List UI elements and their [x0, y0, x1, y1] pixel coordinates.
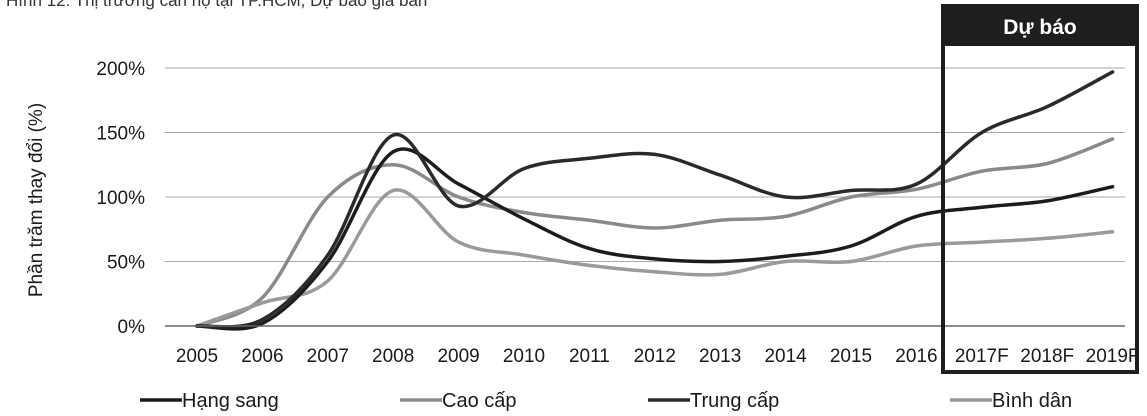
y-tick-label: 100%: [96, 188, 145, 209]
legend-label-binh-dan: Bình dân: [992, 390, 1072, 412]
x-tick-label: 2009: [437, 346, 479, 367]
series-line-binh-dan: [195, 188, 1115, 328]
legend-label-hang-sang: Hạng sang: [182, 390, 279, 412]
series-lines: [195, 70, 1115, 331]
x-tick-label: 2011: [569, 346, 610, 367]
legend: Hạng sang Cao cấp Trung cấp Bình dân: [140, 390, 1072, 412]
y-tick-label: 150%: [96, 124, 145, 145]
legend-label-trung-cap: Trung cấp: [690, 390, 779, 412]
x-tick-label: 2018F: [1020, 346, 1074, 367]
y-tick-label: 0%: [118, 317, 146, 338]
x-axis-ticks: 2005 2006 2007 2008 2009 2010 2011 2012 2013 2014…: [176, 346, 1140, 367]
y-axis-label: Phần trăm thay đổi (%): [26, 103, 47, 297]
x-tick-label: 2015: [830, 346, 872, 367]
series-line-cao-cap: [195, 137, 1115, 328]
y-tick-label: 50%: [107, 253, 145, 274]
x-tick-label: 2010: [503, 346, 545, 367]
forecast-frame: [941, 4, 1139, 374]
x-tick-label: 2007: [307, 346, 349, 367]
chart-title: Hình 12: Thị trường căn hộ tại TP.HCM, D…: [6, 0, 428, 10]
x-tick-label: 2016: [895, 346, 937, 367]
grid-lines: [165, 67, 1125, 262]
y-tick-label: 200%: [96, 59, 145, 80]
y-axis-ticks: 0% 50% 100% 150% 200%: [96, 59, 145, 338]
series-line-trung-cap: [195, 70, 1115, 329]
series-line-hang-sang: [195, 147, 1115, 331]
forecast-box: Dự báo: [941, 4, 1139, 374]
x-tick-label: 2019F: [1086, 346, 1140, 367]
x-tick-label: 2017F: [955, 346, 1009, 367]
forecast-header: [943, 6, 1137, 46]
x-tick-label: 2005: [176, 346, 218, 367]
legend-label-cao-cap: Cao cấp: [442, 390, 517, 412]
x-tick-label: 2012: [634, 346, 676, 367]
forecast-label: Dự báo: [1003, 16, 1077, 39]
x-tick-label: 2014: [764, 346, 807, 367]
x-tick-label: 2008: [372, 346, 414, 367]
x-tick-label: 2006: [241, 346, 283, 367]
x-tick-label: 2013: [699, 346, 741, 367]
